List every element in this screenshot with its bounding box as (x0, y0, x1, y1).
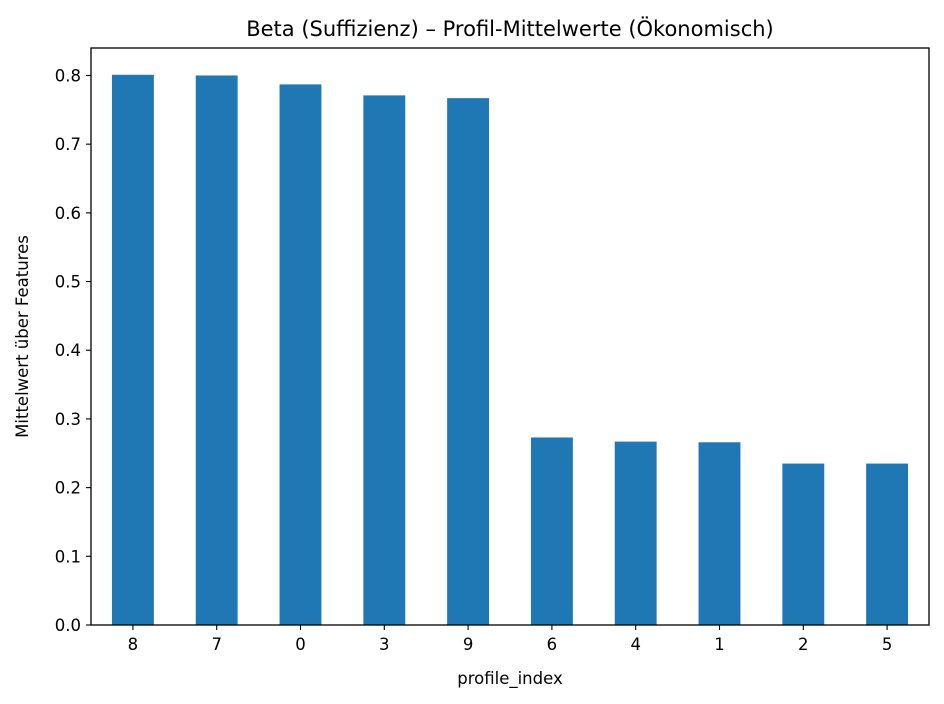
y-tick-label: 0.3 (55, 410, 81, 429)
x-axis-ticks: 8 7 0 3 9 6 4 1 2 5 (128, 625, 893, 654)
y-tick-label: 0.4 (55, 341, 81, 360)
y-tick-label: 0.2 (55, 479, 81, 498)
bar-5 (866, 463, 909, 625)
x-tick-label: 3 (379, 635, 390, 654)
y-axis-label: Mittelwert über Features (13, 235, 32, 438)
y-tick-label: 0.8 (55, 66, 81, 85)
x-tick-label: 4 (630, 635, 641, 654)
x-tick-label: 9 (463, 635, 474, 654)
y-tick-label: 0.1 (55, 547, 81, 566)
x-tick-label: 8 (128, 635, 139, 654)
y-tick-label: 0.0 (55, 616, 81, 635)
bar-1 (698, 442, 741, 625)
y-tick-label: 0.7 (55, 135, 81, 154)
y-tick-label: 0.5 (55, 273, 81, 292)
plot-area (111, 74, 909, 626)
x-tick-label: 1 (714, 635, 725, 654)
x-tick-label: 0 (295, 635, 306, 654)
x-tick-label: 7 (211, 635, 222, 654)
plot-frame (90, 47, 930, 626)
bar-6 (530, 437, 573, 625)
bar-8 (111, 74, 154, 625)
bar-9 (447, 98, 490, 626)
bar-0 (279, 84, 322, 626)
chart-title: Beta (Suffizienz) – Profil-Mittelwerte (… (246, 16, 774, 41)
x-tick-label: 6 (547, 635, 558, 654)
y-axis-ticks: 0.0 0.1 0.2 0.3 0.4 0.5 0.6 0.7 0.8 (55, 66, 91, 635)
bar-7 (195, 75, 238, 625)
x-tick-label: 5 (882, 635, 893, 654)
x-axis-label: profile_index (457, 669, 563, 689)
bar-2 (782, 463, 825, 625)
x-tick-label: 2 (798, 635, 809, 654)
y-tick-label: 0.6 (55, 204, 81, 223)
bar-4 (614, 441, 657, 625)
bar-3 (363, 95, 406, 626)
